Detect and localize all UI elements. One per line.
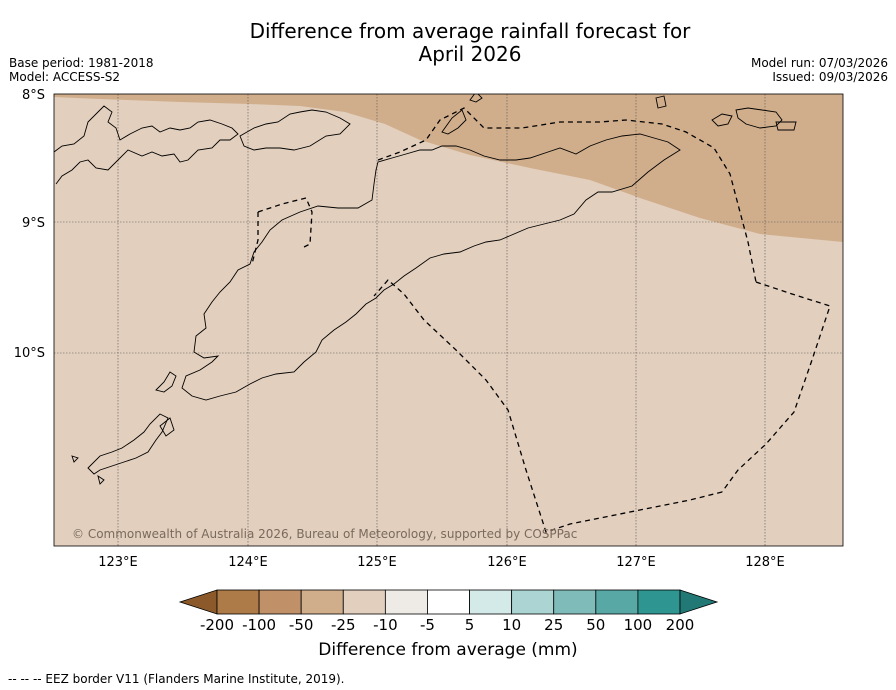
title-line-2: April 2026 [418, 42, 522, 66]
eez-border [251, 107, 831, 533]
colorbar-extend-high [679, 589, 719, 615]
lon-label: 124°E [228, 555, 268, 570]
colorbar-segment [216, 589, 260, 615]
lon-label: 123°E [98, 555, 138, 570]
model-name: Model: ACCESS-S2 [9, 70, 121, 84]
colorbar-tick-label: -50 [289, 616, 314, 634]
copyright-text: © Commonwealth of Australia 2026, Bureau… [72, 527, 577, 541]
map-frame [53, 93, 844, 547]
colorbar-tick-label: 25 [544, 616, 563, 634]
base-period: Base period: 1981-2018 [9, 56, 154, 70]
colorbar-segment [637, 589, 681, 615]
lat-label: 10°S [14, 346, 45, 361]
lon-label: 126°E [487, 555, 527, 570]
title-line-1: Difference from average rainfall forecas… [249, 19, 691, 43]
colorbar-label: Difference from average (mm) [318, 640, 578, 660]
coastline-timor [181, 133, 681, 401]
longitude-labels: 123°E 124°E 125°E 126°E 127°E 128°E [98, 555, 785, 570]
colorbar-segment [300, 589, 344, 615]
chart-title: Difference from average rainfall forecas… [170, 20, 770, 66]
latitude-labels: 8°S 9°S 10°S [14, 88, 45, 361]
colorbar-tick-label: -200 [200, 616, 234, 634]
colorbar-tick-label: -10 [373, 616, 398, 634]
lat-label: 9°S [22, 216, 45, 231]
colorbar-tick-label: 50 [586, 616, 605, 634]
colorbar-tick-label: -25 [331, 616, 356, 634]
model-run: Model run: 07/03/2026 [750, 56, 888, 70]
coastlines [54, 94, 797, 485]
graticule [54, 94, 843, 546]
lon-label: 127°E [616, 555, 656, 570]
colorbar-tick-label: 100 [624, 616, 653, 634]
colorbar-tick-label: -5 [420, 616, 435, 634]
colorbar-tick-label: 200 [666, 616, 695, 634]
colorbar-segment [469, 589, 513, 615]
colorbar: -200 -100 -50 -25 -10 -5 5 10 25 50 100 200 [178, 589, 719, 634]
colorbar-segment [553, 589, 597, 615]
issued-date: Issued: 09/03/2026 [772, 70, 888, 84]
colorbar-segment [511, 589, 555, 615]
coastline-flores [54, 105, 239, 185]
eez-footnote: -- -- -- EEZ border V11 (Flanders Marine… [8, 672, 345, 686]
lon-label: 125°E [357, 555, 397, 570]
meta-right: Model run: 07/03/2026 Issued: 09/03/2026 [751, 56, 888, 84]
eez-line-south [373, 279, 723, 533]
forecast-zone-minus25 [54, 94, 843, 242]
colorbar-extend-low [178, 589, 218, 615]
meta-left: Base period: 1981-2018 Model: ACCESS-S2 [9, 56, 154, 84]
coastline-islands-north [239, 109, 351, 151]
eez-line-east [721, 281, 831, 493]
colorbar-segment [427, 589, 470, 615]
coastline-sumba [87, 413, 169, 475]
lon-label: 128°E [745, 555, 785, 570]
colorbar-segment [595, 589, 639, 615]
colorbar-tick-label: 10 [502, 616, 521, 634]
colorbar-segment [384, 589, 428, 615]
lat-label: 8°S [22, 88, 45, 103]
eez-line-west [257, 197, 313, 249]
colorbar-segment [258, 589, 302, 615]
colorbar-segment [342, 589, 386, 615]
colorbar-tick-label: -100 [242, 616, 276, 634]
colorbar-tick-label: 5 [465, 616, 475, 634]
map-area [54, 94, 843, 546]
